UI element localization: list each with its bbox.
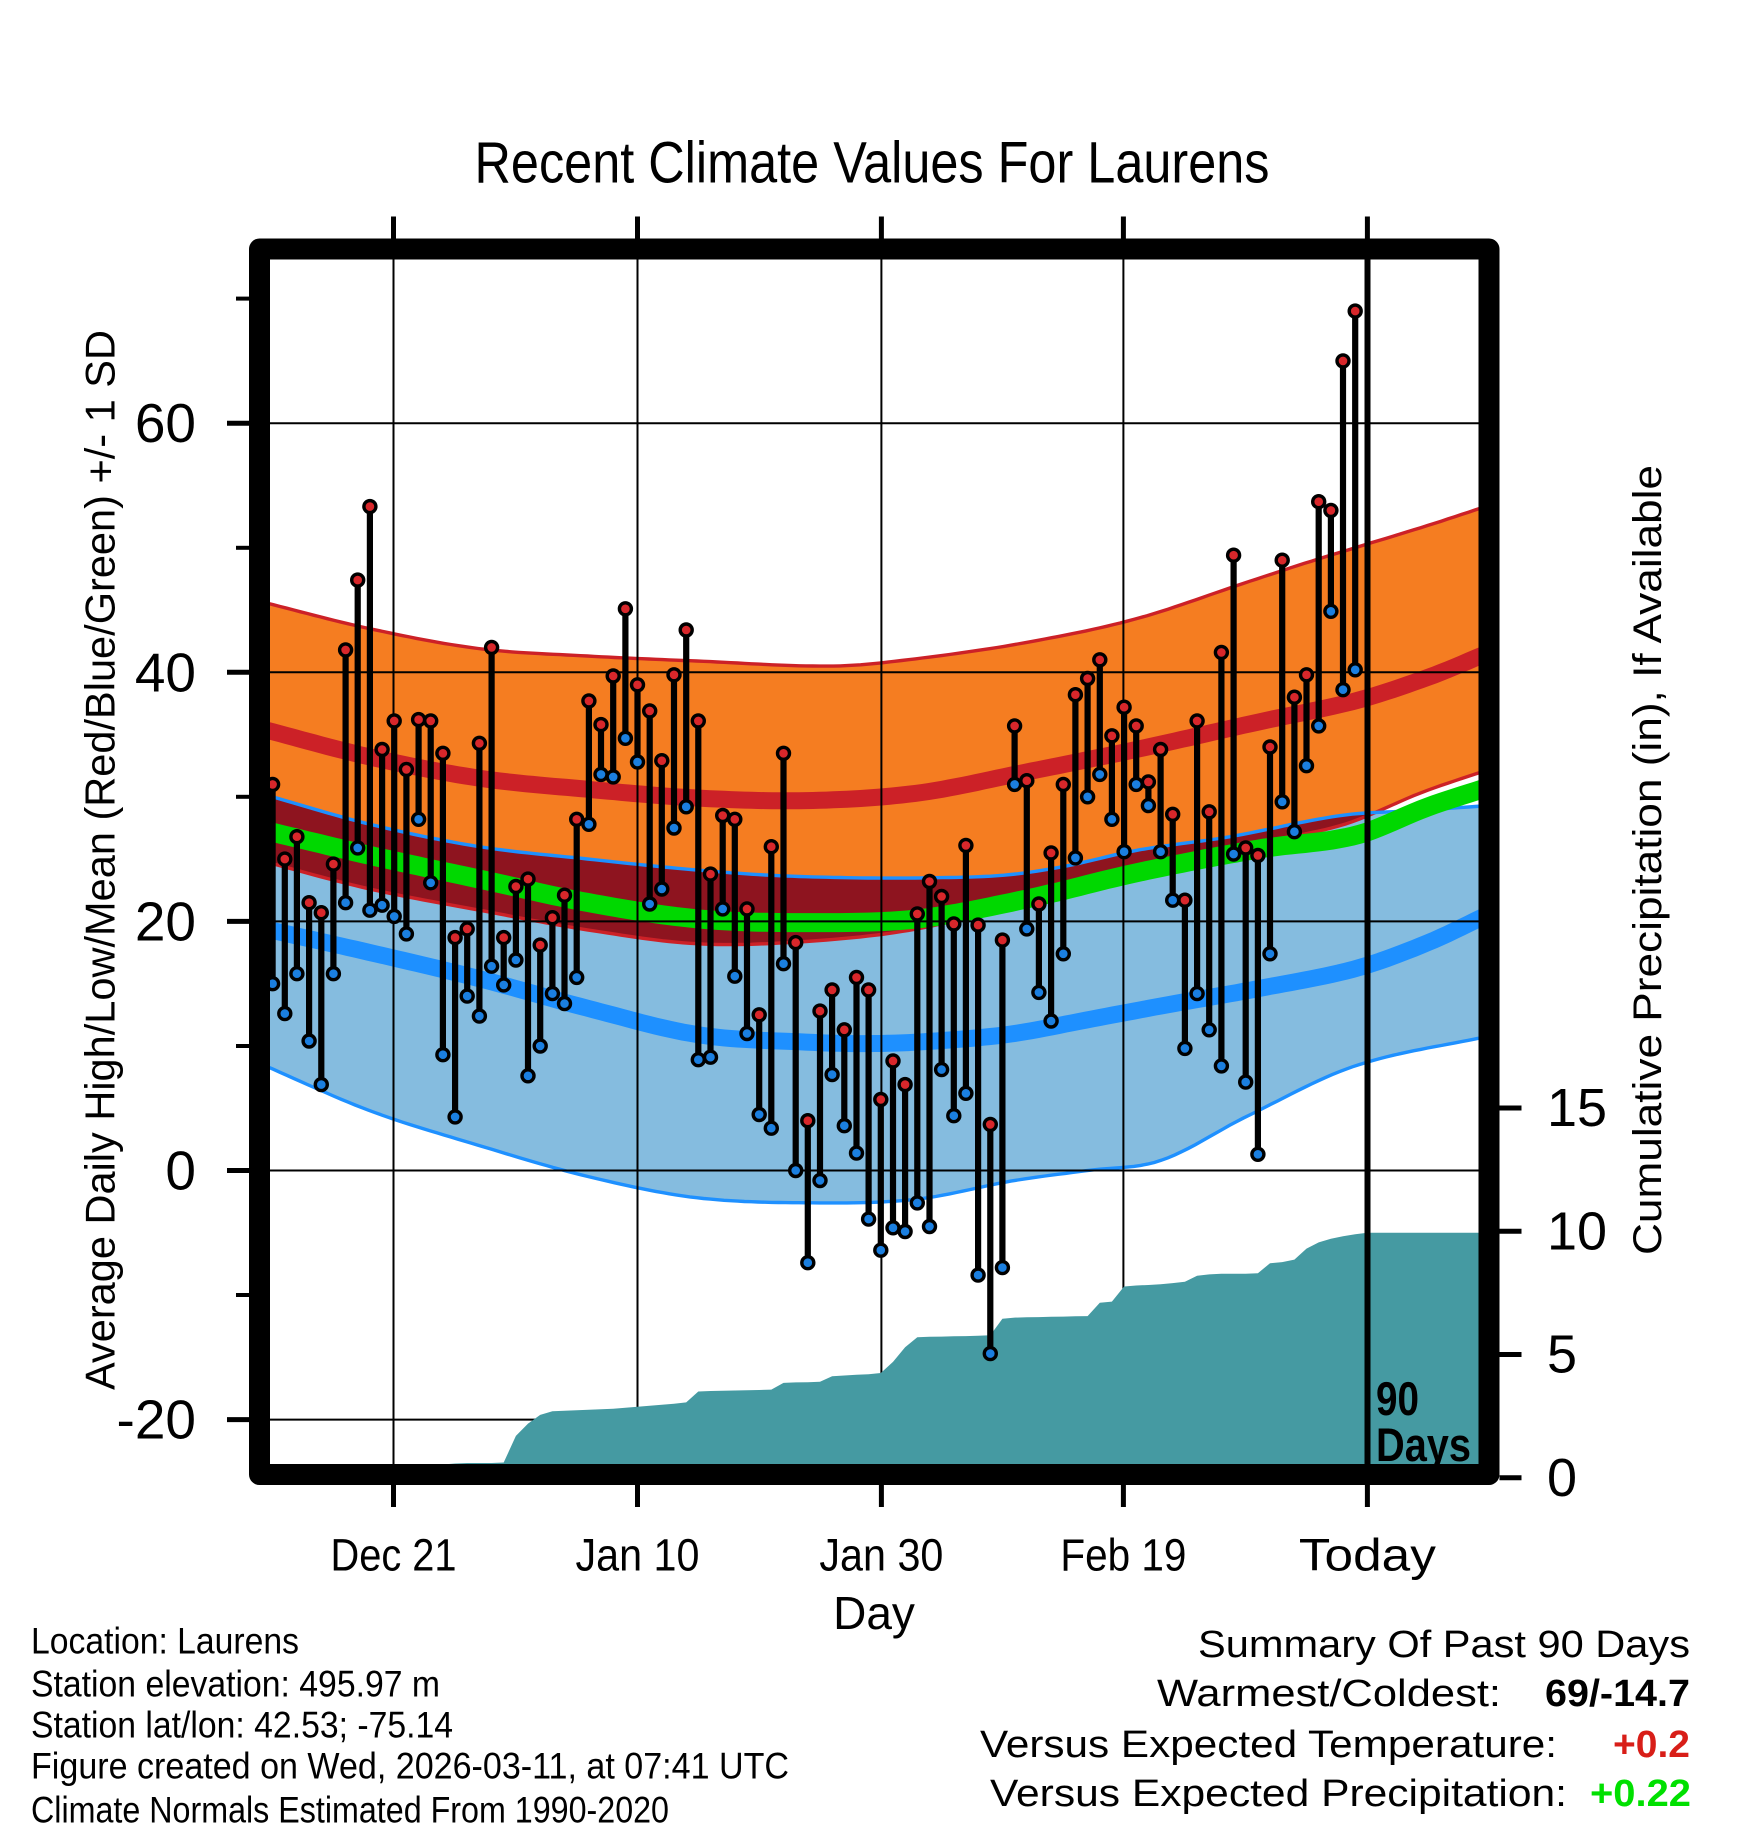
svg-text:20: 20 <box>135 890 196 952</box>
svg-text:Warmest/Coldest:: Warmest/Coldest: <box>1157 1673 1501 1715</box>
svg-text:60: 60 <box>135 392 196 454</box>
svg-text:0: 0 <box>165 1140 196 1202</box>
svg-text:0: 0 <box>1547 1448 1577 1508</box>
svg-text:15: 15 <box>1547 1078 1607 1138</box>
svg-text:90: 90 <box>1376 1372 1419 1425</box>
svg-text:10: 10 <box>1547 1201 1607 1261</box>
svg-text:Location: Laurens: Location: Laurens <box>31 1621 299 1662</box>
svg-text:+0.22: +0.22 <box>1590 1773 1691 1815</box>
svg-text:Recent Climate Values For Laur: Recent Climate Values For Laurens <box>475 131 1270 196</box>
svg-text:Station elevation: 495.97 m: Station elevation: 495.97 m <box>31 1664 440 1705</box>
svg-text:Versus Expected Temperature:: Versus Expected Temperature: <box>980 1724 1557 1766</box>
svg-text:Jan 30: Jan 30 <box>819 1530 943 1581</box>
svg-text:5: 5 <box>1547 1325 1577 1385</box>
svg-text:Versus Expected Precipitation:: Versus Expected Precipitation: <box>990 1773 1567 1815</box>
svg-text:Station lat/lon: 42.53; -75.14: Station lat/lon: 42.53; -75.14 <box>31 1705 453 1746</box>
svg-text:+0.2: +0.2 <box>1613 1724 1690 1766</box>
svg-text:Dec 21: Dec 21 <box>331 1530 457 1581</box>
svg-text:Days: Days <box>1376 1418 1471 1471</box>
svg-text:Climate Normals Estimated From: Climate Normals Estimated From 1990-2020 <box>31 1790 669 1828</box>
svg-text:Summary Of Past 90 Days: Summary Of Past 90 Days <box>1198 1624 1690 1666</box>
svg-text:-20: -20 <box>117 1389 197 1451</box>
svg-text:Feb 19: Feb 19 <box>1060 1530 1186 1581</box>
svg-text:Day: Day <box>833 1587 915 1639</box>
svg-text:Jan 10: Jan 10 <box>576 1530 700 1581</box>
svg-text:Average Daily High/Low/Mean (R: Average Daily High/Low/Mean (Red/Blue/Gr… <box>77 330 124 1390</box>
svg-text:69/-14.7: 69/-14.7 <box>1545 1673 1690 1715</box>
svg-text:Figure created on Wed, 2026-03: Figure created on Wed, 2026-03-11, at 07… <box>31 1746 789 1787</box>
svg-text:Cumulative Precipitation (in),: Cumulative Precipitation (in), If Availa… <box>1626 465 1670 1255</box>
svg-text:Today: Today <box>1299 1530 1437 1581</box>
svg-text:40: 40 <box>135 641 196 703</box>
